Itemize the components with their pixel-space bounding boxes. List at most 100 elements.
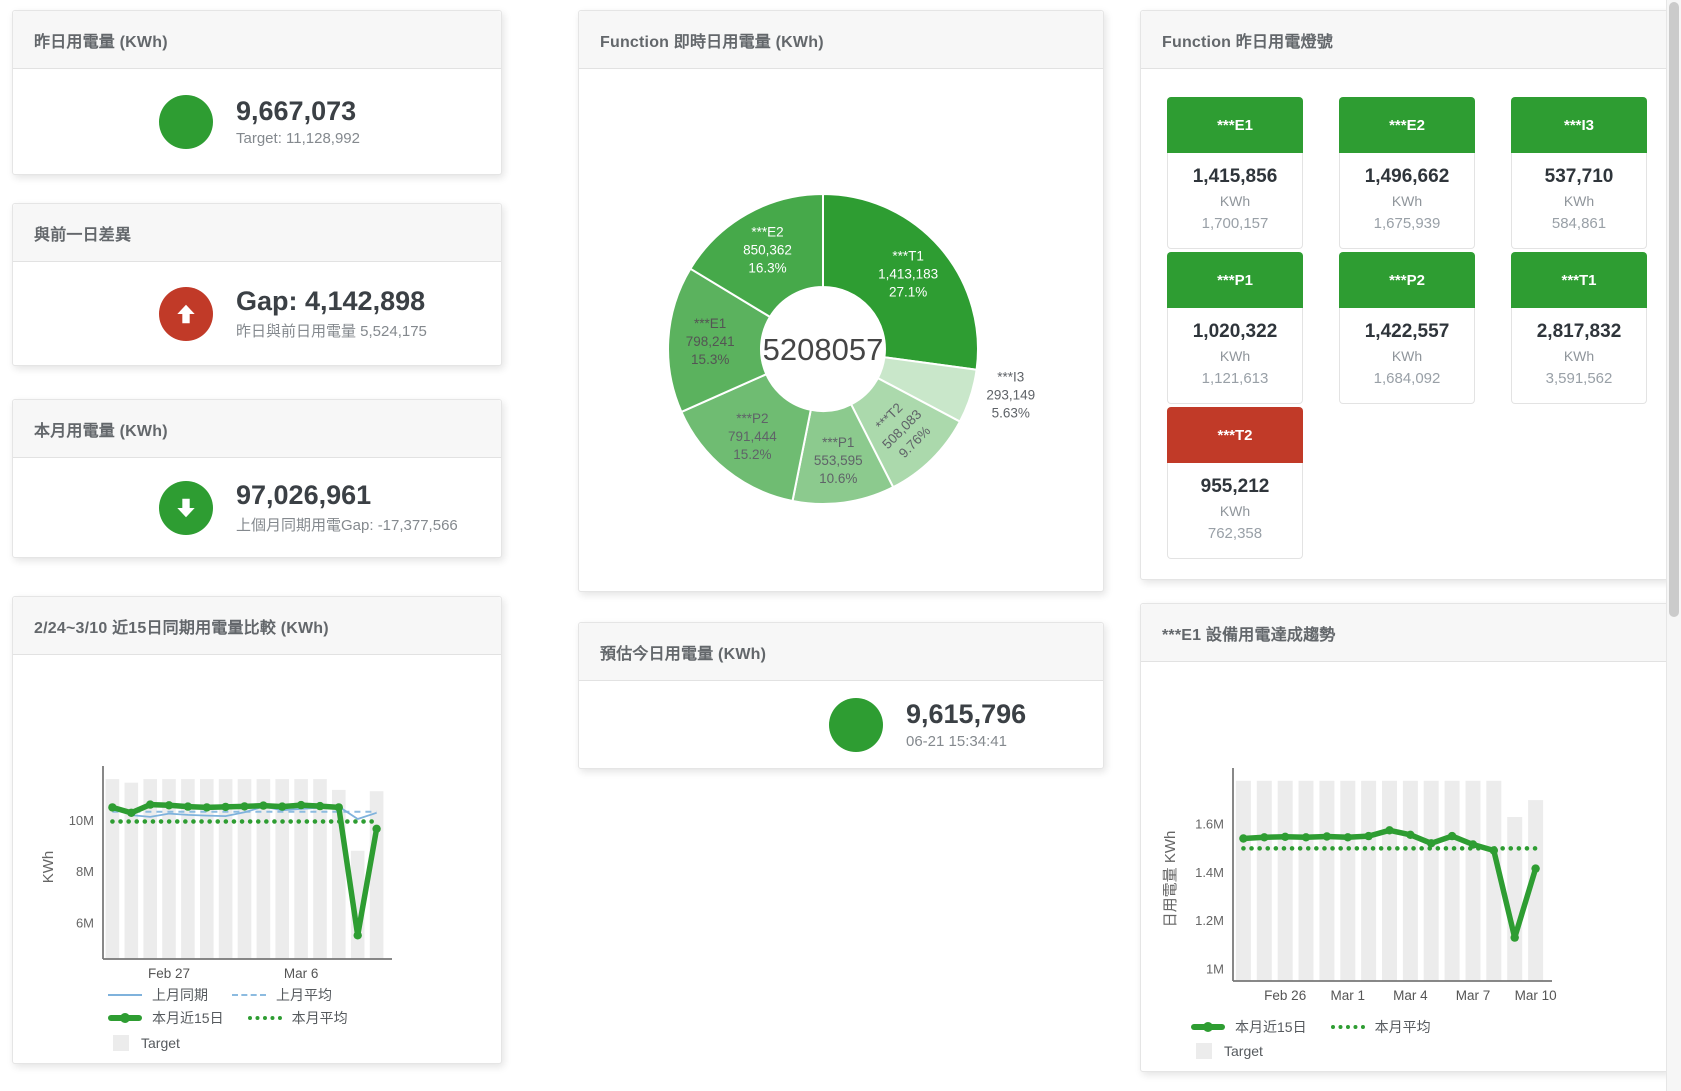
kpi-value: 9,615,796 bbox=[906, 698, 1027, 729]
kpi-text: 9,667,073 Target: 11,128,992 bbox=[236, 96, 360, 147]
kpi-subtitle: Target: 11,128,992 bbox=[236, 130, 360, 148]
donut-slice-label-e2: ***E2 850,362 16.3% bbox=[743, 225, 792, 276]
donut-slice-e1[interactable] bbox=[667, 267, 772, 414]
card-header: 昨日用電量 (KWh) bbox=[13, 11, 501, 69]
scrollbar-track[interactable] bbox=[1666, 0, 1681, 1091]
tile-body: 1,415,856 KWh 1,700,157 bbox=[1167, 153, 1303, 249]
target-swatch-icon bbox=[1196, 1043, 1212, 1059]
card-header: 預估今日用電量 (KWh) bbox=[579, 623, 1103, 681]
kpi-subtitle: 昨日與前日用電量 5,524,175 bbox=[236, 323, 427, 341]
legend-last-month-same[interactable]: 上月同期 bbox=[108, 985, 208, 1005]
kpi-text: 9,615,796 06-21 15:34:41 bbox=[906, 699, 1026, 750]
card-header: ***E1 設備用電達成趨勢 bbox=[1141, 604, 1669, 662]
tile-body: 1,422,557 KWh 1,684,092 bbox=[1339, 308, 1475, 404]
kpi-body: 97,026,961 上個月同期用電Gap: -17,377,566 bbox=[13, 458, 501, 557]
tile-header: ***T1 bbox=[1511, 252, 1647, 308]
tile-body: 2,817,832 KWh 3,591,562 bbox=[1511, 308, 1647, 404]
chart-legend-row: 本月近15日 本月平均 bbox=[108, 1008, 372, 1028]
scrollbar-thumb[interactable] bbox=[1669, 2, 1679, 617]
tile-unit: KWh bbox=[1219, 348, 1251, 364]
svg-text:Feb 26: Feb 26 bbox=[1264, 988, 1306, 1003]
legend-this-month-avg[interactable]: 本月平均 bbox=[247, 1008, 348, 1028]
card-title: 昨日用電量 (KWh) bbox=[34, 33, 168, 51]
donut-slice-label-e1: ***E1 798,241 15.3% bbox=[686, 316, 735, 367]
card-header: Function 即時日用電量 (KWh) bbox=[579, 11, 1103, 69]
tile-target: 584,861 bbox=[1551, 215, 1607, 232]
tile-value: 955,212 bbox=[1200, 476, 1270, 497]
tile-value: 1,020,322 bbox=[1192, 321, 1278, 342]
legend-target[interactable]: Target bbox=[1196, 1043, 1263, 1059]
legend-this-month-avg[interactable]: 本月平均 bbox=[1330, 1017, 1431, 1037]
card-title: 預估今日用電量 (KWh) bbox=[600, 645, 767, 663]
legend-this-month-15d[interactable]: 本月近15日 bbox=[108, 1008, 224, 1028]
status-tile-p2: ***P2 1,422,557 KWh 1,684,092 bbox=[1339, 252, 1475, 404]
kpi-subtitle: 上個月同期用電Gap: -17,377,566 bbox=[236, 517, 458, 535]
card-title: ***E1 設備用電達成趨勢 bbox=[1162, 626, 1336, 644]
card-title: 本月用電量 (KWh) bbox=[34, 422, 168, 440]
kpi-body: Gap: 4,142,898 昨日與前日用電量 5,524,175 bbox=[13, 262, 501, 365]
card-header: Function 昨日用電燈號 bbox=[1141, 11, 1669, 69]
card-title: Function 昨日用電燈號 bbox=[1162, 33, 1333, 51]
donut-slice-e2[interactable] bbox=[689, 192, 824, 319]
status-tile-e2: ***E2 1,496,662 KWh 1,675,939 bbox=[1339, 97, 1475, 249]
donut-slice-t1[interactable] bbox=[822, 192, 979, 371]
tile-value: 1,415,856 bbox=[1192, 166, 1278, 187]
tile-target: 3,591,562 bbox=[1545, 370, 1613, 387]
legend-last-month-avg[interactable]: 上月平均 bbox=[232, 985, 332, 1005]
chart-body: 1M 1.2M 1.4M 1.6M Feb 26 Mar 1 Mar 4 Mar 7 Mar 1… bbox=[1141, 662, 1669, 1071]
green-status-circle-icon bbox=[829, 697, 883, 752]
blue-dashed-swatch-icon bbox=[232, 994, 266, 996]
kpi-value: Gap: 4,142,898 bbox=[236, 285, 426, 316]
tile-header: ***T2 bbox=[1167, 407, 1303, 463]
donut-slice-label-p1: ***P1 553,595 10.6% bbox=[814, 435, 863, 486]
legend-this-month-15d[interactable]: 本月近15日 bbox=[1191, 1017, 1307, 1037]
tile-value: 1,422,557 bbox=[1364, 321, 1450, 342]
status-tile-i3: ***I3 537,710 KWh 584,861 bbox=[1511, 97, 1647, 249]
svg-text:1.2M: 1.2M bbox=[1195, 913, 1224, 928]
green-line-swatch-icon bbox=[108, 1013, 142, 1023]
svg-text:日用電量 KWh: 日用電量 KWh bbox=[1162, 831, 1179, 928]
chart-body: ***T1 1,413,183 27.1% ***I3 293,149 5.63% ***T… bbox=[579, 69, 1103, 591]
e1-trend-line-chart: 1M 1.2M 1.4M 1.6M Feb 26 Mar 1 Mar 4 Mar 7 Mar 1… bbox=[1162, 768, 1557, 1003]
card-header: 2/24~3/10 近15日同期用電量比較 (KWh) bbox=[13, 597, 501, 655]
blue-line-swatch-icon bbox=[108, 994, 142, 996]
arrow-up-icon bbox=[159, 286, 213, 341]
green-dotted-swatch-icon bbox=[247, 1016, 282, 1020]
svg-text:Mar 1: Mar 1 bbox=[1331, 988, 1366, 1003]
tile-target: 1,121,613 bbox=[1201, 370, 1269, 387]
svg-text:Mar 6: Mar 6 bbox=[284, 966, 319, 980]
card-15day-comparison-chart: 2/24~3/10 近15日同期用電量比較 (KWh) 6M 8M 10M Feb 2… bbox=[12, 596, 502, 1064]
tile-value: 1,496,662 bbox=[1364, 166, 1450, 187]
svg-text:1M: 1M bbox=[1206, 961, 1224, 976]
card-month-usage: 本月用電量 (KWh) 97,026,961 上個月同期用電Gap: -17,3… bbox=[12, 399, 502, 558]
arrow-down-icon bbox=[159, 480, 213, 535]
card-title: 2/24~3/10 近15日同期用電量比較 (KWh) bbox=[34, 619, 329, 637]
svg-text:10M: 10M bbox=[69, 813, 94, 828]
card-gap-prev-day: 與前一日差異 Gap: 4,142,898 昨日與前日用電量 5,524,175 bbox=[12, 203, 502, 366]
legend-target[interactable]: Target bbox=[113, 1035, 180, 1051]
status-tiles-grid: ***E1 1,415,856 KWh 1,700,157 ***E2 1,49… bbox=[1141, 69, 1669, 559]
kpi-text: Gap: 4,142,898 昨日與前日用電量 5,524,175 bbox=[236, 286, 427, 341]
tile-header: ***P1 bbox=[1167, 252, 1303, 308]
chart-legend-row: Target bbox=[1196, 1043, 1287, 1059]
card-header: 與前一日差異 bbox=[13, 204, 501, 262]
status-tile-t2: ***T2 955,212 KWh 762,358 bbox=[1167, 407, 1303, 559]
kpi-body: 9,667,073 Target: 11,128,992 bbox=[13, 69, 501, 174]
tile-unit: KWh bbox=[1391, 348, 1423, 364]
green-line-swatch-icon bbox=[1191, 1022, 1225, 1032]
kpi-value: 97,026,961 bbox=[236, 479, 372, 510]
svg-text:KWh: KWh bbox=[40, 851, 57, 884]
donut-slice-label-i3: ***I3 293,149 5.63% bbox=[986, 369, 1035, 420]
donut-slice-p2[interactable] bbox=[680, 372, 812, 503]
status-tile-t1: ***T1 2,817,832 KWh 3,591,562 bbox=[1511, 252, 1647, 404]
green-dotted-swatch-icon bbox=[1330, 1025, 1365, 1029]
status-tile-p1: ***P1 1,020,322 KWh 1,121,613 bbox=[1167, 252, 1303, 404]
svg-text:8M: 8M bbox=[76, 864, 94, 879]
tile-body: 537,710 KWh 584,861 bbox=[1511, 153, 1647, 249]
kpi-text: 97,026,961 上個月同期用電Gap: -17,377,566 bbox=[236, 480, 458, 535]
tile-unit: KWh bbox=[1219, 503, 1251, 519]
card-realtime-donut: Function 即時日用電量 (KWh) ***T1 1,413,183 27.1… bbox=[578, 10, 1104, 592]
svg-text:1.6M: 1.6M bbox=[1195, 817, 1224, 832]
tile-header: ***E1 bbox=[1167, 97, 1303, 153]
